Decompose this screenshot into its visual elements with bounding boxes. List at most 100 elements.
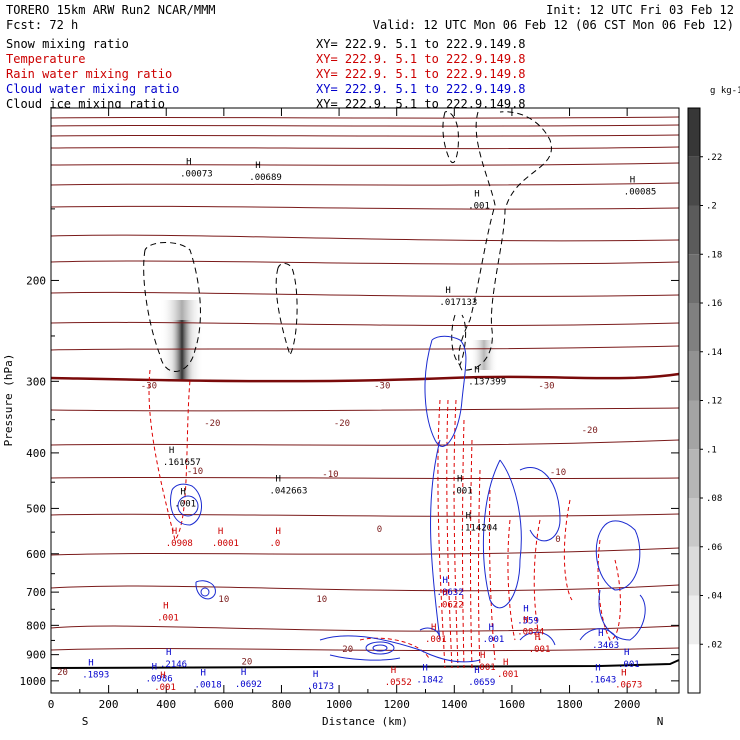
maximum-value-label: .0673 <box>615 681 642 691</box>
maximum-marker: H <box>445 286 450 296</box>
maximum-value-label: .0824 <box>517 627 544 637</box>
y-tick-label: 600 <box>26 548 46 561</box>
colorbar-swatch <box>688 449 700 498</box>
maximum-marker: H <box>480 651 485 661</box>
x-tick-label: 400 <box>156 698 176 711</box>
y-tick-label: 300 <box>26 375 46 388</box>
colorbar-tick-label: .08 <box>706 494 722 504</box>
ice-contours <box>143 111 552 372</box>
colorbar-swatch <box>688 303 700 352</box>
maximum-value-label: .559 <box>517 617 539 627</box>
colorbar-swatch <box>688 205 700 255</box>
maximum-value-label: .001 <box>157 613 179 623</box>
maximum-value-label: .001 <box>174 499 196 509</box>
maximum-marker: H <box>422 664 427 674</box>
maximum-value-label: .0 <box>269 539 280 549</box>
legend-item-name: Temperature <box>6 52 85 66</box>
temperature-label: -30 <box>141 381 157 391</box>
colorbar-tick-label: .04 <box>706 592 722 602</box>
x-tick-label: 1000 <box>326 698 353 711</box>
ground-line <box>50 659 680 669</box>
maximum-value-label: .00689 <box>249 173 282 183</box>
header-model: TORERO 15km ARW Run2 NCAR/MMM <box>6 3 216 17</box>
y-tick-label: 700 <box>26 586 46 599</box>
maximum-value-label: .1842 <box>416 676 443 686</box>
maximum-marker: H <box>523 615 528 625</box>
maximum-marker: H <box>466 512 471 522</box>
maximum-value-label: .001 <box>425 635 447 645</box>
maximum-value-label: .001 <box>529 645 551 655</box>
legend-item-xy: XY= 222.9. 5.1 to 222.9.149.8 <box>316 67 526 81</box>
temperature-isotherms <box>50 116 680 652</box>
plot-area <box>51 108 679 693</box>
colorbar-swatch <box>688 498 700 547</box>
temperature-label: -10 <box>550 468 566 478</box>
colorbar-swatch <box>688 351 700 401</box>
colorbar-tick-label: .06 <box>706 543 722 553</box>
snow-shade-right <box>470 340 498 370</box>
colorbar-tick-label: .1 <box>706 445 717 455</box>
maximum-value-label: .001 <box>468 202 490 212</box>
cloud-water-contours <box>170 335 646 663</box>
maximum-value-label: .001 <box>154 683 176 693</box>
temperature-label: 10 <box>218 595 229 605</box>
x-end-label-south: S <box>82 715 89 728</box>
colorbar-swatch <box>688 254 700 303</box>
maximum-marker: H <box>391 666 396 676</box>
colorbar-swatch <box>688 156 700 206</box>
maximum-marker: H <box>160 671 165 681</box>
colorbar-tick-label: .22 <box>706 153 722 163</box>
maximum-value-label: .00073 <box>180 169 213 179</box>
maximum-marker: H <box>595 664 600 674</box>
temperature-label: 20 <box>57 668 68 678</box>
x-tick-label: 1400 <box>441 698 468 711</box>
maximum-value-label: .0622 <box>437 600 464 610</box>
maximum-value-label: .00085 <box>624 188 657 198</box>
maximum-marker: H <box>201 669 206 679</box>
y-tick-label: 500 <box>26 502 46 515</box>
maximum-marker: H <box>275 474 280 484</box>
header-forecast: Fcst: 72 h <box>6 18 78 32</box>
maximum-value-label: .1643 <box>589 676 616 686</box>
maximum-marker: H <box>489 623 494 633</box>
maximum-marker: H <box>443 588 448 598</box>
colorbar-tick-label: .2 <box>706 202 717 212</box>
maximum-marker: H <box>598 629 603 639</box>
legend-item-xy: XY= 222.9. 5.1 to 222.9.149.8 <box>316 82 526 96</box>
maximum-marker: H <box>172 527 177 537</box>
y-tick-label: 800 <box>26 619 46 632</box>
temperature-label: 0 <box>555 535 560 545</box>
maximum-marker: H <box>169 446 174 456</box>
legend-item-xy: XY= 222.9. 5.1 to 222.9.149.8 <box>316 37 526 51</box>
y-axis-title: Pressure (hPa) <box>2 354 15 447</box>
colorbar-tick-label: .12 <box>706 397 722 407</box>
maximum-marker: H <box>503 658 508 668</box>
maximum-value-label: .3463 <box>592 641 619 651</box>
maximum-value-label: .2146 <box>160 660 187 670</box>
maximum-value-label: .001 <box>618 660 640 670</box>
header-init: Init: 12 UTC Fri 03 Feb 12 <box>546 3 734 17</box>
temperature-label: -20 <box>204 419 220 429</box>
y-tick-label: 400 <box>26 447 46 460</box>
axes: 0 200 400 600 800 1000 1200 1400 1600 1800 2000200… <box>20 107 680 711</box>
temperature-label: 20 <box>342 645 353 655</box>
colorbar-tick-label: .14 <box>706 348 722 358</box>
y-tick-label: 900 <box>26 649 46 662</box>
maximum-value-label: .0552 <box>385 678 412 688</box>
plot-frame <box>50 107 680 694</box>
colorbar: .02 .04 .06 .08 .1 .12 .14 .16 .18 .2 .22 <box>687 107 722 694</box>
maximum-marker: H <box>180 487 185 497</box>
colorbar-tick-label: .16 <box>706 299 722 309</box>
temperature-label: -20 <box>334 419 350 429</box>
legend-item-name: Snow mixing ratio <box>6 37 129 51</box>
x-tick-label: 2000 <box>614 698 641 711</box>
temperature-label: -10 <box>322 470 338 480</box>
x-tick-label: 1800 <box>556 698 583 711</box>
maximum-marker: H <box>624 648 629 658</box>
maximum-value-label: .001 <box>483 635 505 645</box>
y-tick-label: 1000 <box>20 675 47 688</box>
maximum-value-label: .0986 <box>146 674 173 684</box>
maximum-marker: H <box>457 474 462 484</box>
x-tick-label: 200 <box>99 698 119 711</box>
